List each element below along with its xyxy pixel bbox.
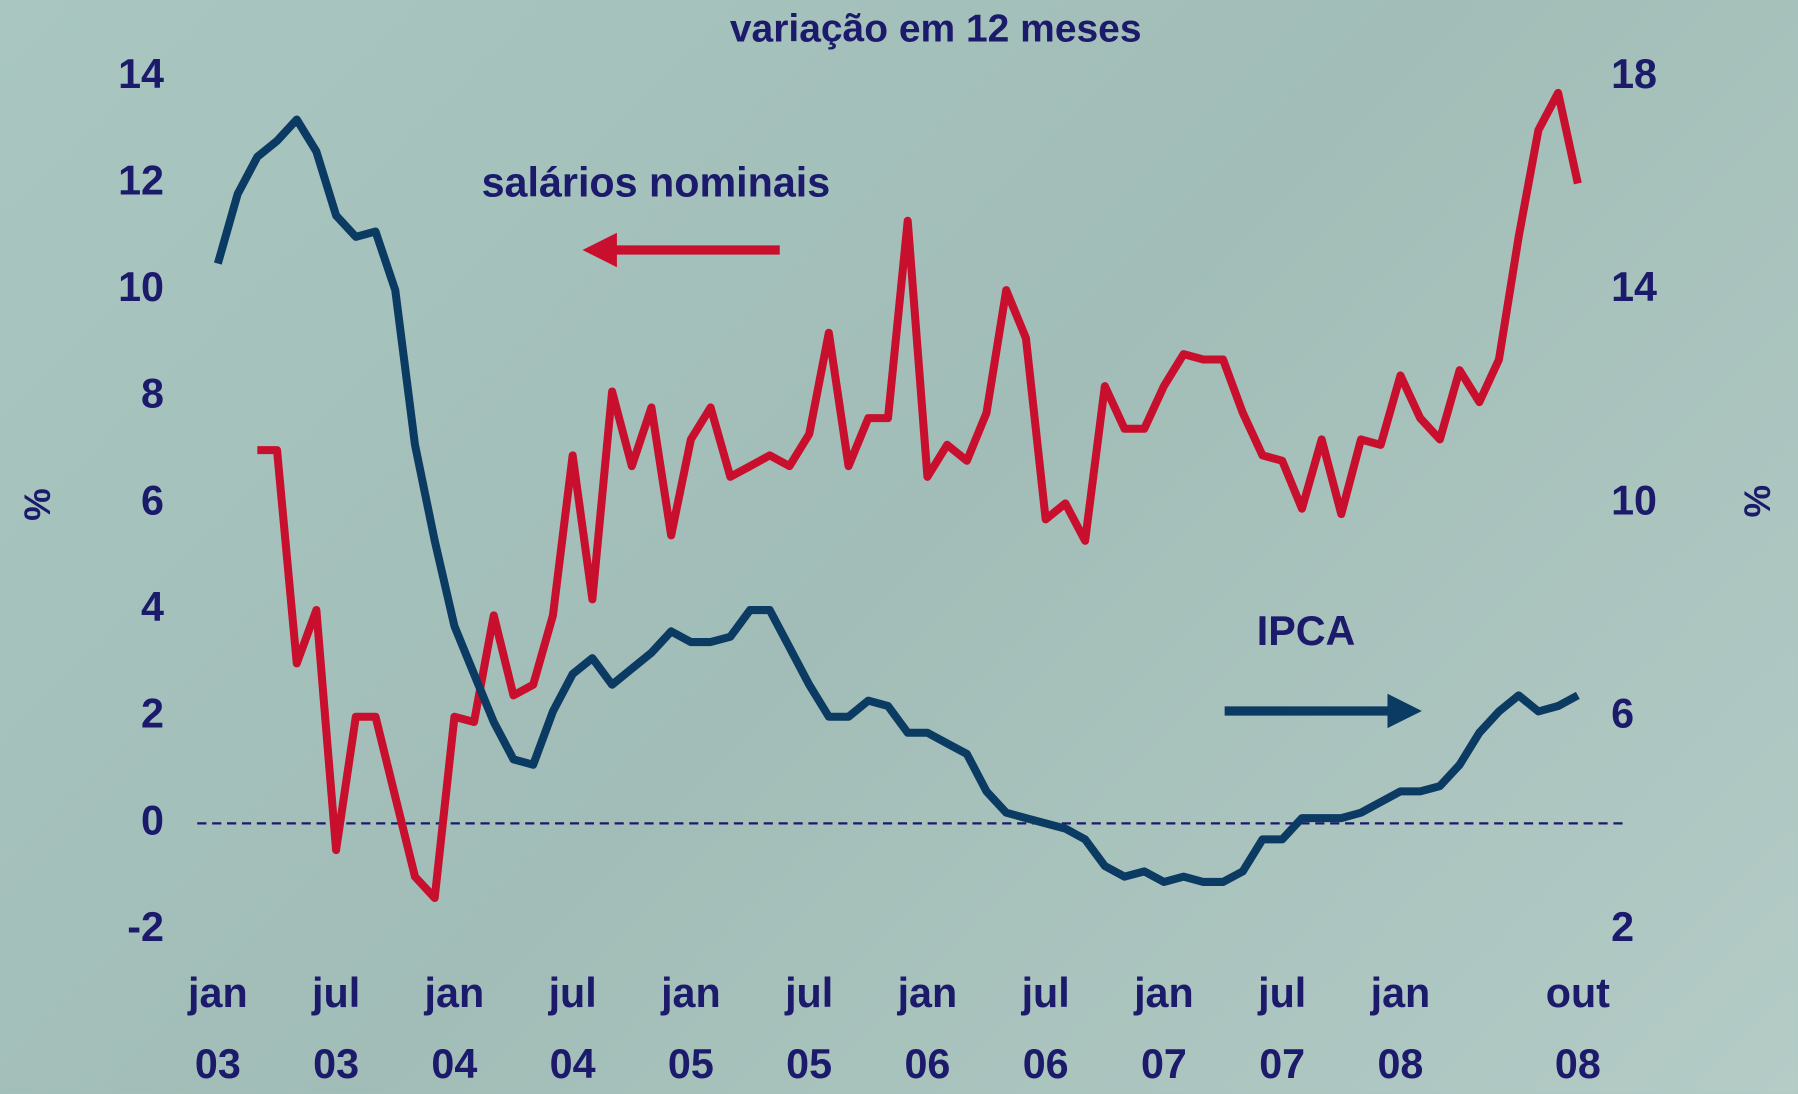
series-annotation: IPCA [1257,608,1356,654]
chart: variação em 12 meses % % salários nomina… [0,0,1798,1094]
y-tick-label: 12 [118,157,164,203]
y-tick-label: 4 [141,584,164,630]
x-tick: jan 05 [622,958,760,1094]
x-tick: jan 03 [149,958,287,1094]
x-tick-label: jul 04 [521,958,624,1094]
x-tick-label: jan 08 [1349,958,1452,1094]
annotation-arrowhead [583,233,617,267]
x-tick-label: jul 05 [758,958,861,1094]
x-tick: jul 06 [977,958,1115,1094]
x-tick: jan 07 [1095,958,1233,1094]
y-tick-label: 0 [141,797,164,843]
x-tick-label: out 08 [1526,958,1629,1094]
x-tick: out 08 [1509,958,1647,1094]
annotation-arrowhead [1387,694,1421,728]
x-tick: jul 03 [267,958,405,1094]
x-tick-label: jan 05 [639,958,742,1094]
x-tick-label: jul 06 [994,958,1097,1094]
x-tick: jan 08 [1332,958,1470,1094]
y-tick-label: 14 [118,51,164,97]
series-annotation: salários nominais [482,160,831,206]
y-tick-label: 6 [141,477,164,523]
y-tick-label: 2 [141,691,164,737]
x-tick: jul 04 [504,958,642,1094]
x-tick-label: jan 04 [403,958,506,1094]
x-tick-label: jul 03 [285,958,388,1094]
y-tick-label: -2 [127,904,164,950]
y2-tick-label: 10 [1611,477,1657,523]
x-tick: jul 07 [1213,958,1351,1094]
y-tick-label: 8 [141,371,164,417]
x-tick-label: jul 07 [1231,958,1334,1094]
y2-tick-label: 2 [1611,904,1634,950]
page: variação em 12 meses % % salários nomina… [0,0,1798,1094]
y-axis-label: % [17,488,58,521]
y2-tick-label: 14 [1611,264,1657,310]
y-tick-label: 10 [118,264,164,310]
x-tick: jul 05 [740,958,878,1094]
chart-title: variação em 12 meses [730,7,1142,50]
x-tick: jan 04 [386,958,524,1094]
y2-tick-label: 6 [1611,691,1634,737]
y2-axis-label: % [1737,485,1778,518]
x-tick: jan 06 [859,958,997,1094]
x-tick-label: jan 06 [876,958,979,1094]
x-tick-label: jan 03 [166,958,269,1094]
x-tick-label: jan 07 [1112,958,1215,1094]
series-line [257,93,1578,898]
y2-tick-label: 18 [1611,51,1657,97]
series-line [218,120,1578,882]
